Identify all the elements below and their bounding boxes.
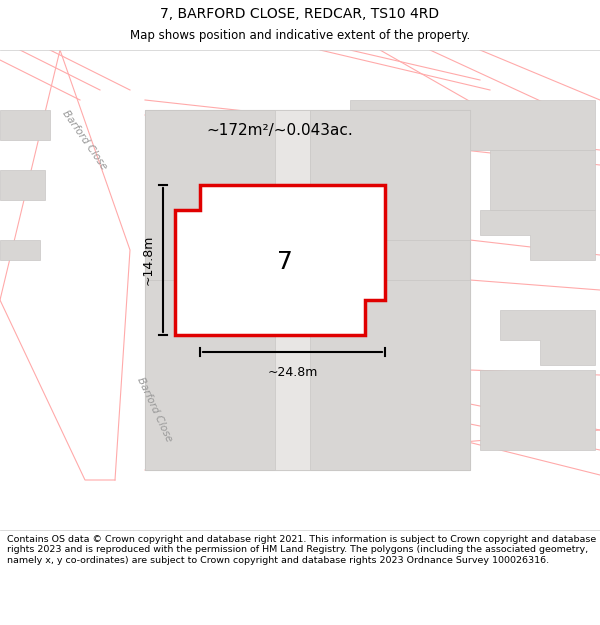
Text: Map shows position and indicative extent of the property.: Map shows position and indicative extent…: [130, 29, 470, 42]
Polygon shape: [480, 210, 595, 260]
Polygon shape: [0, 110, 50, 140]
Polygon shape: [0, 170, 45, 200]
Text: ~24.8m: ~24.8m: [268, 366, 317, 379]
Polygon shape: [145, 110, 470, 470]
Text: 7: 7: [277, 250, 293, 274]
Text: ~172m²/~0.043ac.: ~172m²/~0.043ac.: [206, 122, 353, 138]
Polygon shape: [145, 110, 310, 280]
Polygon shape: [175, 185, 385, 335]
Text: Barford Close: Barford Close: [61, 108, 109, 172]
Text: Barford Close: Barford Close: [136, 376, 175, 444]
Polygon shape: [145, 280, 470, 470]
Text: ~14.8m: ~14.8m: [142, 235, 155, 285]
Polygon shape: [310, 110, 470, 240]
Text: 7, BARFORD CLOSE, REDCAR, TS10 4RD: 7, BARFORD CLOSE, REDCAR, TS10 4RD: [160, 7, 440, 21]
Polygon shape: [480, 370, 595, 450]
Polygon shape: [0, 50, 130, 480]
Text: Contains OS data © Crown copyright and database right 2021. This information is : Contains OS data © Crown copyright and d…: [7, 535, 596, 564]
Polygon shape: [275, 110, 310, 470]
Polygon shape: [115, 250, 155, 530]
Polygon shape: [490, 150, 595, 210]
Polygon shape: [350, 100, 595, 150]
Polygon shape: [500, 310, 595, 365]
Polygon shape: [0, 240, 40, 260]
